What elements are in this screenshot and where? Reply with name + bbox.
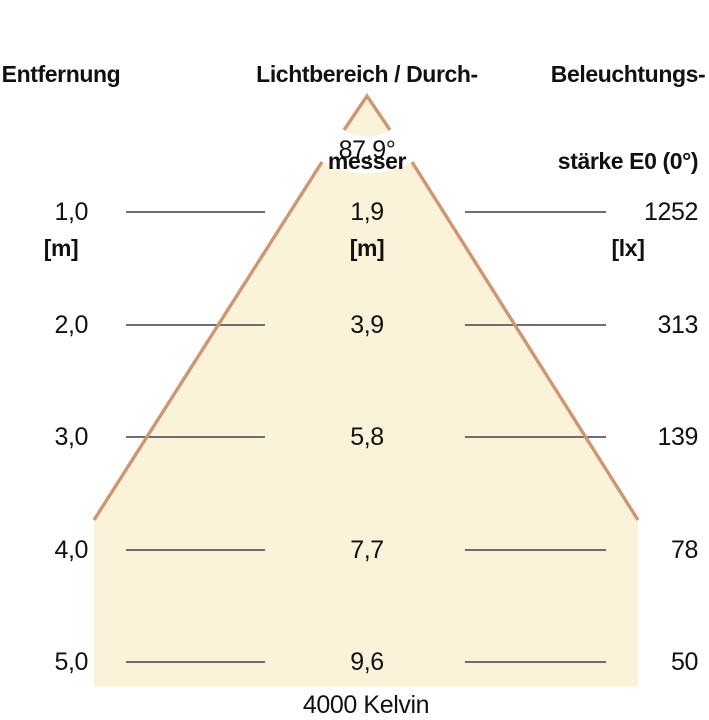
illuminance-value: 78 [670,536,698,564]
column-header-diameter: Lichtbereich / Durch- messer [m] [245,2,489,321]
illuminance-value: 50 [670,648,698,676]
diameter-value: 7,7 [350,536,384,564]
diameter-value: 9,6 [350,648,384,676]
column-header-illuminance: Beleuchtungs- stärke E0 (0°) [lx] [528,2,709,321]
column-title-line2: messer [327,148,407,174]
column-unit: [m] [349,235,385,261]
distance-value: 1,0 [54,198,88,226]
column-title: Beleuchtungs- [550,61,706,87]
illuminance-value: 313 [657,311,698,339]
beam-angle-label: 87,9° [338,136,396,164]
diameter-value: 3,9 [350,311,384,339]
color-temperature-label: 4000 Kelvin [302,691,430,719]
distance-value: 3,0 [54,423,88,451]
diameter-value: 1,9 [350,198,384,226]
distance-value: 4,0 [54,536,88,564]
column-unit: [m] [43,235,79,261]
illuminance-value: 139 [657,423,698,451]
column-header-distance: Entfernung [m] [0,2,122,321]
cone-body [94,162,638,687]
column-unit: [lx] [611,235,645,261]
cone-apex-outline [342,92,392,131]
cone-edge-left [92,161,324,521]
diameter-value: 5,8 [350,423,384,451]
cone-edge-right [410,161,640,521]
cone-apex-fill [344,96,390,137]
distance-value: 2,0 [54,311,88,339]
column-title: Lichtbereich / Durch- [256,61,478,87]
column-title: Entfernung [1,61,121,87]
column-title-line2 [0,147,122,176]
distance-value: 5,0 [54,648,88,676]
illuminance-value: 1252 [643,198,698,226]
column-title-line2: stärke E0 (0°) [557,148,699,174]
